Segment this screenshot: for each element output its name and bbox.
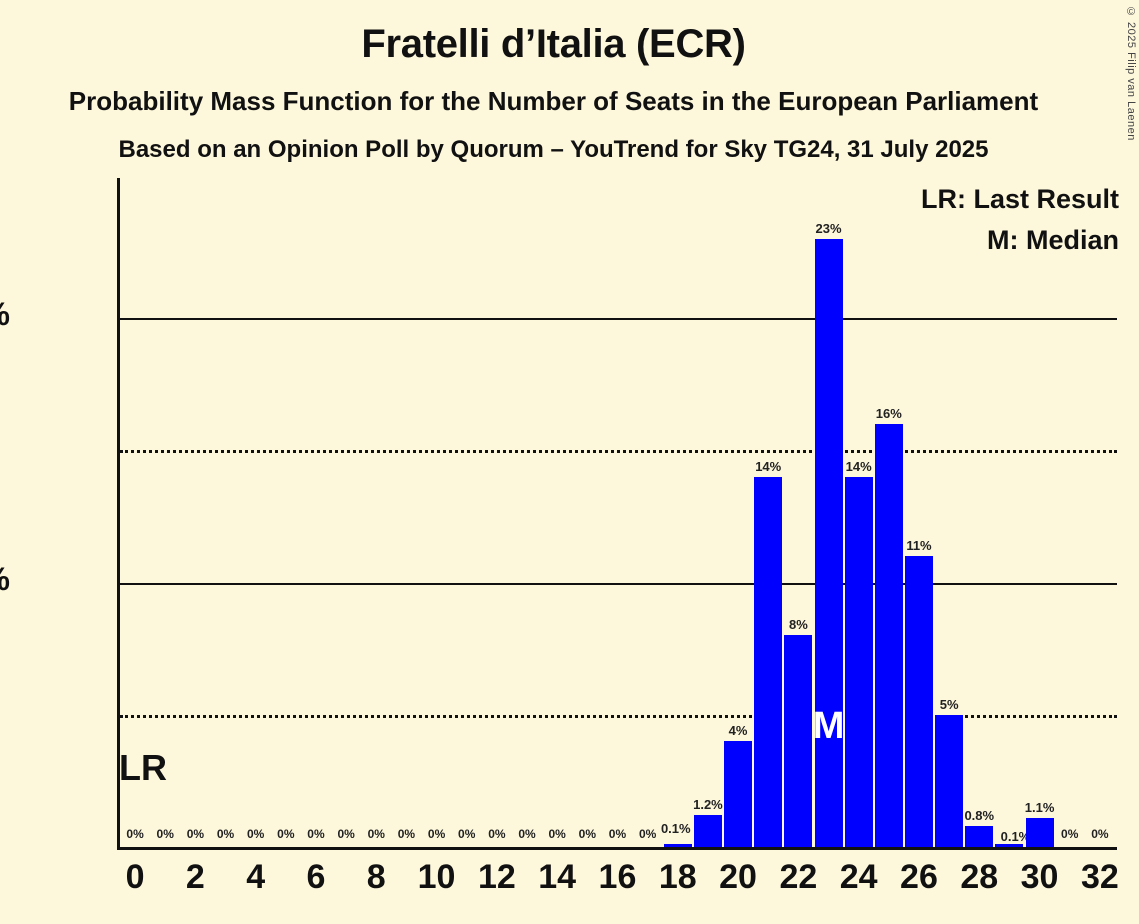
- x-tick-label-30: 30: [1020, 858, 1059, 896]
- x-tick-label-8: 8: [366, 858, 386, 896]
- x-tick-label-6: 6: [306, 858, 326, 896]
- bar-value-label-seat-22: 8%: [788, 617, 808, 633]
- bar-seat-29: [995, 844, 1024, 847]
- bar-value-label-seat-6: 0%: [307, 827, 325, 841]
- bar-value-label-seat-7: 0%: [337, 827, 355, 841]
- bar-value-label-seat-16: 0%: [608, 827, 627, 841]
- bar-value-label-seat-29: 0.1%: [1000, 829, 1031, 844]
- bar-seat-18: [663, 844, 692, 847]
- bar-value-label-seat-23: 23%: [815, 220, 842, 236]
- x-tick-label-2: 2: [185, 858, 205, 896]
- bar-value-label-seat-28: 0.8%: [964, 807, 995, 823]
- chart-source-line: Based on an Opinion Poll by Quorum – You…: [118, 136, 989, 163]
- median-marker: M: [812, 705, 845, 747]
- bar-value-label-seat-12: 0%: [488, 827, 506, 841]
- x-tick-label-14: 14: [538, 858, 577, 896]
- x-tick-label-28: 28: [960, 858, 999, 896]
- gridline-5pct: [120, 714, 1117, 718]
- bar-value-label-seat-27: 5%: [939, 696, 959, 712]
- bar-value-label-seat-5: 0%: [277, 827, 295, 841]
- y-tick-label-10: 10%: [0, 561, 10, 598]
- bar-seat-28: [965, 825, 994, 847]
- bar-value-label-seat-17: 0%: [638, 827, 657, 841]
- x-tick-label-0: 0: [125, 858, 145, 896]
- bar-value-label-seat-10: 0%: [427, 827, 446, 841]
- bar-seat-21: [754, 476, 783, 847]
- bar-seat-25: [874, 423, 903, 847]
- bar-value-label-seat-2: 0%: [186, 827, 205, 841]
- bar-value-label-seat-14: 0%: [548, 827, 566, 841]
- bar-seat-27: [935, 714, 964, 847]
- chart-subtitle: Probability Mass Function for the Number…: [68, 86, 1039, 116]
- bar-value-label-seat-18: 0.1%: [660, 821, 691, 836]
- bar-seat-30: [1025, 817, 1054, 847]
- bar-value-label-seat-32: 0%: [1091, 827, 1109, 841]
- bar-value-label-seat-31: 0%: [1061, 827, 1079, 841]
- bar-value-label-seat-11: 0%: [458, 827, 476, 841]
- bar-seat-20: [724, 741, 753, 847]
- bar-seat-26: [904, 556, 933, 847]
- bar-value-label-seat-25: 16%: [875, 405, 902, 421]
- bar-value-label-seat-26: 11%: [906, 538, 932, 554]
- copyright-notice: © 2025 Filip van Laenen: [1125, 6, 1137, 141]
- legend-last-result: LR: Last Result: [920, 184, 1119, 214]
- bar-value-label-seat-3: 0%: [216, 827, 235, 841]
- gridline-20pct: [120, 318, 1117, 321]
- bar-value-label-seat-9: 0%: [397, 827, 416, 841]
- y-axis-line: [117, 178, 120, 850]
- gridline-10pct: [120, 582, 1117, 585]
- bar-value-label-seat-20: 4%: [728, 723, 748, 739]
- bar-value-label-seat-4: 0%: [247, 827, 265, 841]
- bar-seat-22: [784, 635, 813, 847]
- bar-value-label-seat-0: 0%: [126, 827, 144, 841]
- bar-value-label-seat-8: 0%: [367, 827, 385, 841]
- bar-value-label-seat-21: 14%: [755, 458, 782, 474]
- bar-seat-19: [693, 815, 722, 847]
- x-tick-label-32: 32: [1080, 858, 1119, 896]
- bar-value-label-seat-15: 0%: [578, 827, 596, 841]
- bar-seat-23: [814, 238, 843, 847]
- legend-median: M: Median: [987, 225, 1119, 255]
- bar-seat-24: [844, 476, 873, 847]
- last-result-marker: LR: [119, 747, 167, 788]
- plot-area: 0% 0% 0% 0% 0% 0% 0% 0% 0% 0% 0% 0% 0% 0% 0% 0% 0% 0% 0.1%…: [117, 178, 1117, 850]
- x-tick-label-22: 22: [779, 858, 818, 896]
- x-tick-label-24: 24: [839, 858, 878, 896]
- gridline-15pct: [120, 450, 1117, 454]
- bar-value-label-seat-30: 1.1%: [1024, 799, 1055, 815]
- x-tick-label-18: 18: [658, 858, 697, 896]
- x-tick-label-4: 4: [246, 858, 266, 896]
- page-title: Fratelli d’Italia (ECR): [361, 22, 746, 66]
- bar-value-label-seat-24: 14%: [845, 458, 872, 474]
- x-tick-label-10: 10: [417, 858, 456, 896]
- bar-value-label-seat-13: 0%: [518, 827, 536, 841]
- x-tick-label-12: 12: [477, 858, 516, 896]
- x-tick-label-26: 26: [900, 858, 938, 896]
- y-tick-label-20: 20%: [0, 296, 10, 333]
- bar-value-label-seat-1: 0%: [156, 827, 174, 841]
- x-axis-line: [117, 847, 1117, 850]
- x-tick-label-16: 16: [598, 858, 637, 896]
- bar-value-label-seat-19: 1.2%: [693, 797, 723, 813]
- x-tick-label-20: 20: [719, 858, 757, 896]
